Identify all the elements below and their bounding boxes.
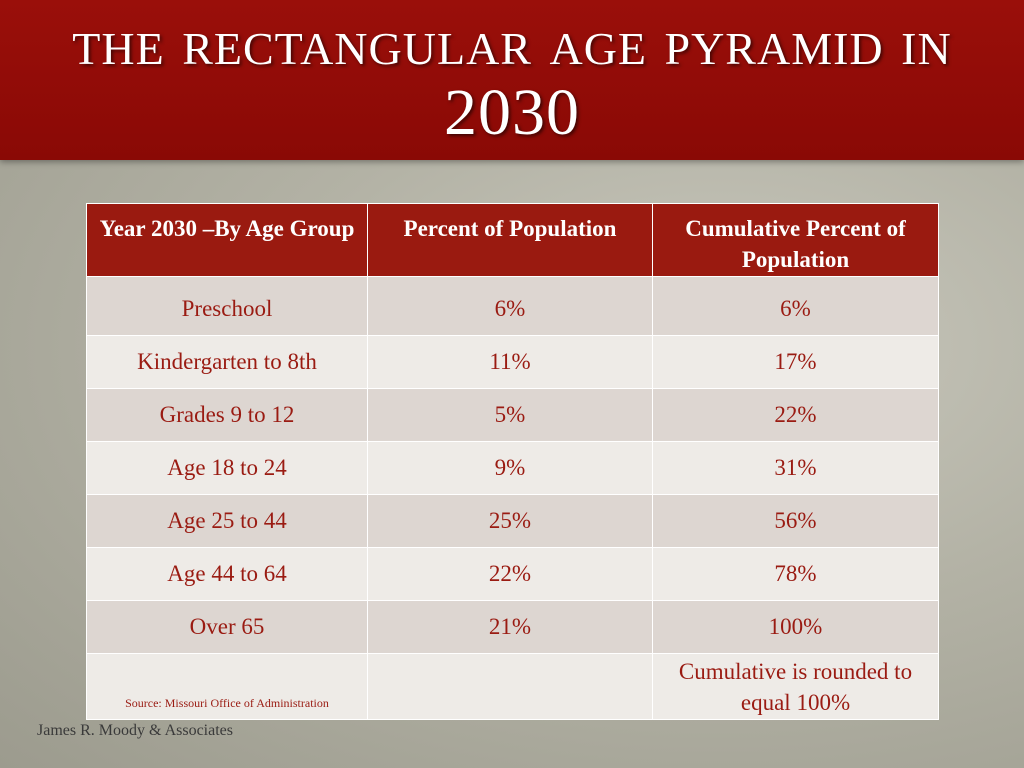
table-row: Age 18 to 24 9% 31% <box>86 441 939 495</box>
footer-row: Source: Missouri Office of Administratio… <box>86 653 939 720</box>
rounding-note: Cumulative is rounded to equal 100% <box>652 653 939 720</box>
percent-cell: 5% <box>367 388 653 442</box>
cumulative-cell: 6% <box>652 276 939 336</box>
age-group-cell: Preschool <box>86 276 368 336</box>
table-row: Over 65 21% 100% <box>86 600 939 654</box>
header-cumulative: Cumulative Percent of Population <box>652 203 939 277</box>
cumulative-cell: 78% <box>652 547 939 601</box>
percent-cell: 21% <box>367 600 653 654</box>
age-group-cell: Kindergarten to 8th <box>86 335 368 389</box>
header-percent: Percent of Population <box>367 203 653 277</box>
percent-cell: 25% <box>367 494 653 548</box>
age-group-cell: Age 18 to 24 <box>86 441 368 495</box>
author-credit: James R. Moody & Associates <box>37 722 233 739</box>
table-row: Grades 9 to 12 5% 22% <box>86 388 939 442</box>
age-group-cell: Grades 9 to 12 <box>86 388 368 442</box>
age-group-cell: Age 25 to 44 <box>86 494 368 548</box>
cumulative-cell: 17% <box>652 335 939 389</box>
title-band: The Rectangular Age Pyramid in 2030 <box>0 0 1024 160</box>
table-row: Kindergarten to 8th 11% 17% <box>86 335 939 389</box>
slide-title: The Rectangular Age Pyramid in 2030 <box>72 6 952 149</box>
header-age-group: Year 2030 –By Age Group <box>86 203 368 277</box>
empty-cell <box>367 653 653 720</box>
source-cell: Source: Missouri Office of Administratio… <box>86 653 368 720</box>
cumulative-cell: 31% <box>652 441 939 495</box>
table-row: Preschool 6% 6% <box>86 276 939 336</box>
age-group-cell: Age 44 to 64 <box>86 547 368 601</box>
percent-cell: 22% <box>367 547 653 601</box>
source-note: Source: Missouri Office of Administratio… <box>125 696 329 710</box>
percent-cell: 6% <box>367 276 653 336</box>
table-row: Age 44 to 64 22% 78% <box>86 547 939 601</box>
cumulative-cell: 100% <box>652 600 939 654</box>
table-row: Age 25 to 44 25% 56% <box>86 494 939 548</box>
header-row: Year 2030 –By Age Group Percent of Popul… <box>86 203 939 277</box>
age-group-cell: Over 65 <box>86 600 368 654</box>
cumulative-cell: 56% <box>652 494 939 548</box>
percent-cell: 11% <box>367 335 653 389</box>
percent-cell: 9% <box>367 441 653 495</box>
cumulative-cell: 22% <box>652 388 939 442</box>
age-group-table: Year 2030 –By Age Group Percent of Popul… <box>86 203 939 720</box>
